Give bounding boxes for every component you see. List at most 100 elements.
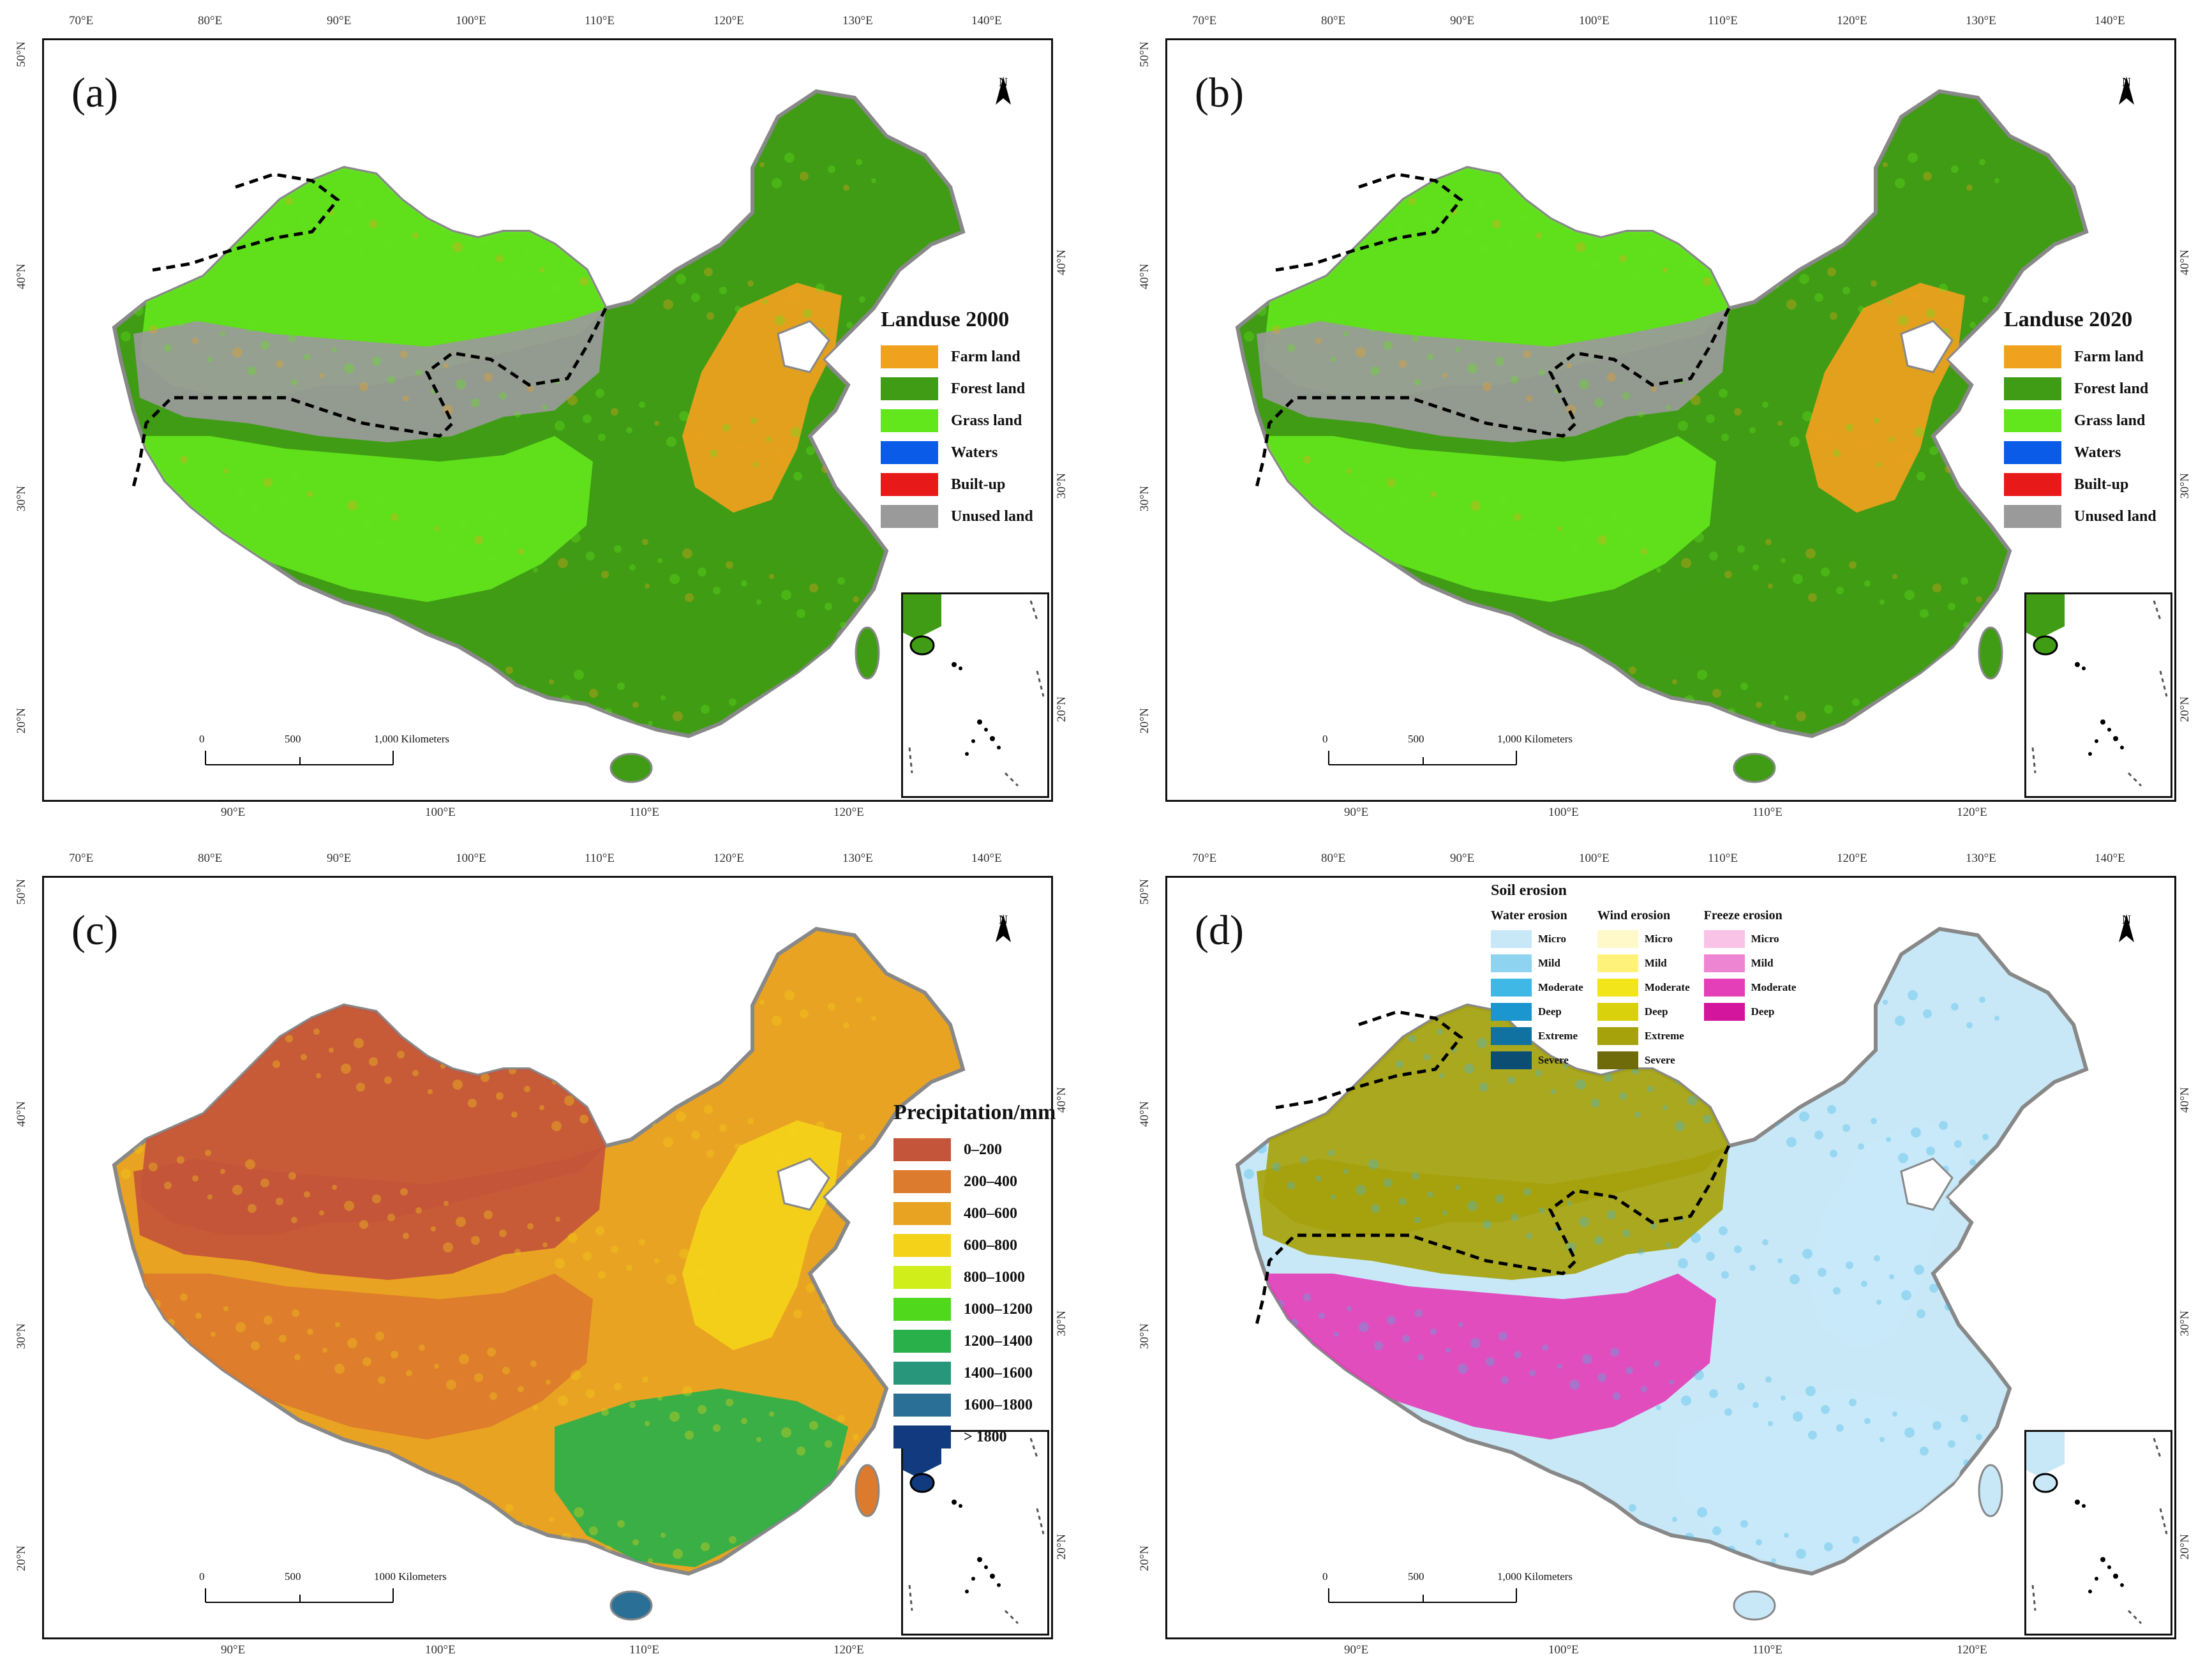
texture-dot (428, 252, 433, 257)
texture-dot (642, 1376, 648, 1383)
texture-dot (601, 1408, 609, 1416)
texture-dot (366, 657, 375, 666)
texture-dot (1824, 705, 1833, 714)
texture-dot (239, 1459, 249, 1470)
bottom-tick-label: 100°E (1548, 1643, 1579, 1657)
texture-dot (465, 1536, 474, 1545)
legend-label: > 1800 (964, 1428, 1007, 1445)
texture-dot (422, 644, 428, 651)
china-map (1235, 926, 2089, 1621)
texture-dot (865, 478, 870, 483)
texture-dot (409, 670, 415, 676)
texture-dot (226, 647, 236, 658)
texture-dot (1300, 319, 1308, 326)
texture-dot (124, 469, 134, 479)
texture-dot (505, 1504, 513, 1512)
texture-dot (744, 1555, 751, 1561)
texture-dot (688, 993, 697, 1002)
texture-dot (744, 718, 751, 724)
texture-dot (524, 1086, 530, 1092)
texture-dot (1576, 242, 1586, 252)
top-tick-label: 70°E (1192, 852, 1217, 865)
texture-dot (1917, 1309, 1925, 1318)
texture-dot (2003, 1469, 2014, 1479)
top-tick-label: 140°E (2095, 14, 2125, 27)
texture-dot (174, 181, 181, 189)
texture-dot (1871, 280, 1877, 287)
texture-dot (1777, 421, 1782, 426)
texture-dot (1811, 156, 1820, 165)
texture-dot (384, 1076, 392, 1084)
texture-dot (325, 1485, 331, 1490)
texture-dot (468, 1099, 477, 1108)
texture-dot (1765, 539, 1772, 545)
texture-dot (192, 338, 198, 344)
legend-swatch (881, 409, 938, 432)
texture-dot (1368, 322, 1379, 332)
left-tick-label: 30°N (1138, 1323, 1152, 1350)
texture-dot (1287, 1182, 1295, 1189)
texture-dot (1591, 261, 1600, 270)
texture-dot (1412, 1172, 1419, 1180)
texture-dot (1421, 654, 1427, 660)
texture-dot (843, 1022, 849, 1028)
legend-swatch (881, 441, 938, 464)
texture-dot (1414, 1217, 1421, 1223)
texture-dot (1507, 239, 1515, 246)
texture-dot (598, 1271, 606, 1279)
texture-dot (1343, 331, 1349, 336)
texture-dot (1458, 1364, 1468, 1374)
texture-dot (1719, 1226, 1728, 1235)
texture-dot (332, 347, 337, 352)
texture-dot (338, 663, 348, 673)
legend-label: Forest land (2074, 380, 2149, 397)
texture-dot (1569, 542, 1580, 552)
legend-label: Moderate (1751, 981, 1797, 993)
texture-dot (1498, 494, 1507, 503)
texture-dot (1759, 264, 1765, 271)
panel-label: (a) (71, 70, 119, 116)
texture-dot (1325, 175, 1331, 181)
texture-dot (1322, 1450, 1328, 1456)
texture-dot (1461, 1501, 1471, 1511)
texture-dot (706, 1150, 714, 1157)
texture-dot (499, 1230, 507, 1237)
texture-dot (1591, 1099, 1600, 1108)
texture-dot (648, 1558, 653, 1563)
legend-label: Deep (1751, 1005, 1775, 1018)
legend-item: Waters (2004, 437, 2156, 469)
texture-dot (726, 1399, 733, 1406)
texture-dot (1799, 1111, 1809, 1122)
texture-dot (403, 1233, 409, 1239)
texture-dot (2004, 590, 2009, 595)
legend-title: Soil erosion (1491, 882, 1567, 899)
texture-dot (831, 303, 839, 310)
texture-dot (1724, 1408, 1732, 1416)
texture-dot (1715, 1089, 1724, 1098)
legend-label: Severe (1644, 1054, 1675, 1066)
texture-dot (722, 1261, 730, 1269)
texture-dot (1616, 692, 1624, 700)
texture-dot (1784, 1533, 1789, 1538)
texture-dot (1638, 1249, 1644, 1255)
texture-dot (778, 1290, 788, 1300)
top-tick-label: 140°E (971, 852, 1002, 865)
texture-dot (313, 1028, 320, 1035)
texture-dot (1852, 698, 1860, 706)
texture-dot (394, 1488, 401, 1496)
texture-dot (335, 485, 340, 490)
legend-item: Moderate (1703, 975, 1797, 1000)
texture-dot (691, 293, 700, 302)
texture-dot (1864, 1418, 1871, 1424)
left-tick-label: 30°N (1138, 485, 1152, 512)
texture-dot (1455, 347, 1460, 352)
top-tick-label: 100°E (1579, 852, 1610, 865)
legend-item: Moderate (1491, 975, 1583, 1000)
texture-dot (1486, 520, 1495, 529)
texture-dot (359, 382, 368, 391)
texture-dot (865, 1316, 870, 1321)
texture-dot (344, 1201, 354, 1211)
legend-label: 1000–1200 (964, 1300, 1033, 1318)
texture-dot (846, 322, 853, 328)
texture-dot (1929, 446, 1938, 455)
